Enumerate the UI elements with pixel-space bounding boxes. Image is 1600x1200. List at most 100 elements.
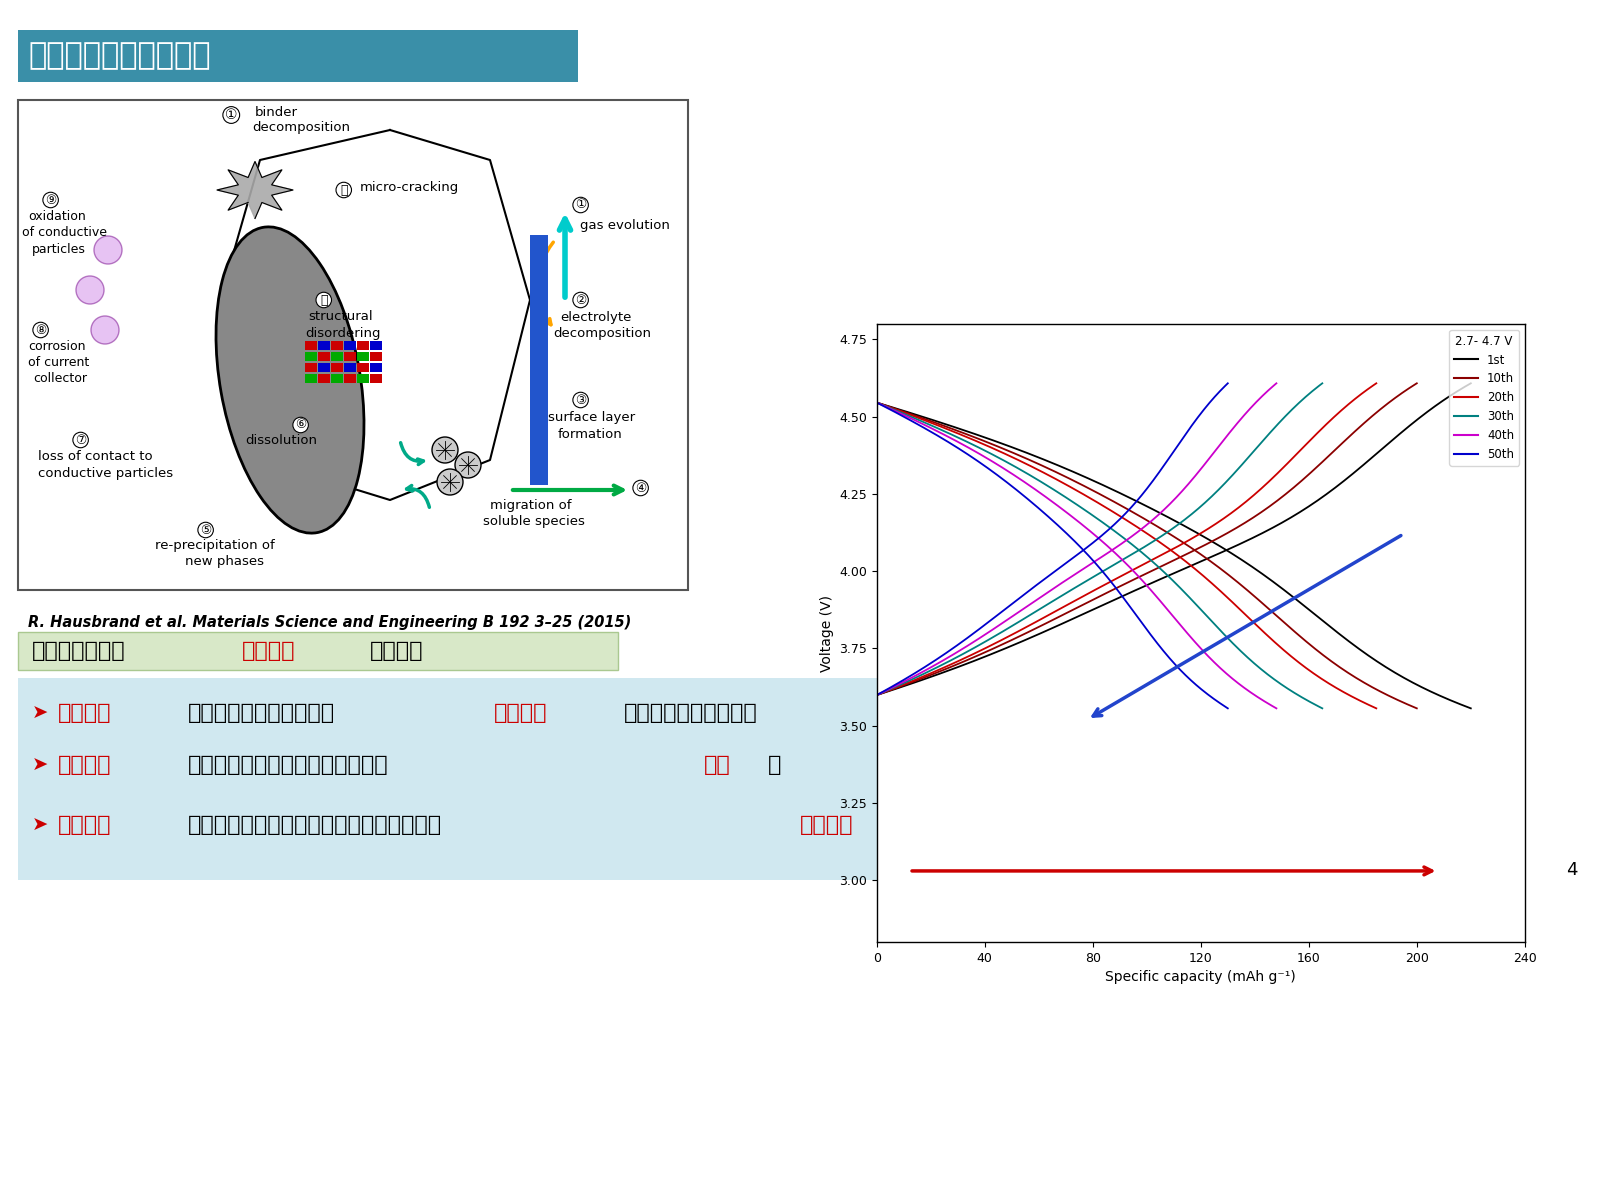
Y-axis label: Voltage (V): Voltage (V)	[819, 594, 834, 672]
10th	[1408, 376, 1427, 390]
Bar	[318, 374, 330, 383]
FancyBboxPatch shape	[18, 678, 1168, 880]
Text: corrosion: corrosion	[29, 341, 85, 354]
Text: 。: 。	[768, 755, 781, 775]
50th	[981, 613, 1000, 628]
1st	[1102, 594, 1122, 608]
Text: micro-cracking: micro-cracking	[360, 181, 459, 194]
Circle shape	[91, 316, 118, 344]
Line: 10th: 10th	[877, 383, 1418, 695]
10th	[1082, 594, 1101, 608]
Bar	[318, 362, 330, 372]
Text: 价态变化: 价态变化	[58, 703, 112, 722]
50th	[909, 664, 928, 678]
Text: 成分改变: 成分改变	[58, 755, 112, 775]
50th	[867, 688, 886, 702]
50th	[1122, 499, 1141, 514]
FancyBboxPatch shape	[18, 30, 578, 82]
Text: 相变: 相变	[704, 755, 731, 775]
40th	[915, 664, 934, 678]
1st	[1299, 499, 1318, 514]
Line: 50th: 50th	[877, 383, 1227, 695]
Bar	[331, 352, 342, 361]
40th	[1026, 594, 1045, 608]
20th	[928, 664, 947, 678]
30th	[1190, 499, 1210, 514]
20th	[1181, 532, 1200, 546]
Text: ➤: ➤	[32, 703, 48, 722]
Text: gas evolution: gas evolution	[579, 218, 670, 232]
Bar	[344, 362, 355, 372]
Text: ：引起离子活性变化，在: ：引起离子活性变化，在	[189, 703, 334, 722]
Text: migration of: migration of	[490, 498, 571, 511]
Text: structural: structural	[307, 311, 373, 324]
Text: conductive particles: conductive particles	[38, 468, 173, 480]
20th	[867, 688, 886, 702]
Legend: 1st, 10th, 20th, 30th, 40th, 50th: 1st, 10th, 20th, 30th, 40th, 50th	[1450, 330, 1518, 466]
10th	[1043, 613, 1062, 628]
Text: decomposition: decomposition	[554, 328, 651, 341]
Text: ：引起材料体积改变，引入应力应变，发生: ：引起材料体积改变，引入应力应变，发生	[189, 815, 442, 835]
Bar	[331, 374, 342, 383]
Circle shape	[94, 236, 122, 264]
1st	[867, 688, 886, 702]
Text: 表面界面: 表面界面	[494, 703, 547, 722]
Text: 高电压循环产生严重的: 高电压循环产生严重的	[1125, 563, 1266, 587]
FancyBboxPatch shape	[18, 100, 688, 590]
Text: ⑨: ⑨	[45, 193, 56, 206]
Text: ⑤: ⑤	[200, 523, 211, 536]
Ellipse shape	[216, 227, 365, 533]
Circle shape	[454, 452, 482, 478]
Circle shape	[77, 276, 104, 304]
40th	[997, 613, 1016, 628]
Text: ①: ①	[226, 108, 237, 122]
30th	[1147, 532, 1166, 546]
Bar	[357, 352, 370, 361]
Text: new phases: new phases	[186, 556, 264, 569]
20th	[1227, 502, 1246, 516]
Bar	[318, 352, 330, 361]
1st	[1061, 613, 1080, 628]
FancyBboxPatch shape	[530, 235, 547, 485]
Text: oxidation: oxidation	[29, 210, 86, 223]
30th	[1189, 502, 1208, 516]
Bar	[306, 352, 317, 361]
40th	[867, 688, 886, 702]
Text: ：晶体结构的热力学不稳定，发生: ：晶体结构的热力学不稳定，发生	[189, 755, 389, 775]
10th	[1258, 502, 1277, 516]
Text: 脱锂嵌锂: 脱锂嵌锂	[242, 641, 296, 661]
Text: ②: ②	[574, 294, 586, 306]
Bar	[318, 341, 330, 350]
Text: ④: ④	[635, 481, 646, 494]
Text: 4: 4	[1566, 862, 1578, 878]
Text: re-precipitation of: re-precipitation of	[155, 539, 275, 552]
Text: 晶格畸变: 晶格畸变	[58, 815, 112, 835]
Text: 将引起：: 将引起：	[370, 641, 424, 661]
Bar	[370, 352, 382, 361]
50th	[1088, 532, 1107, 546]
30th	[1043, 594, 1062, 608]
Bar	[357, 341, 370, 350]
1st	[1296, 502, 1315, 516]
1st	[1242, 532, 1261, 546]
40th	[1158, 499, 1178, 514]
Text: ⑫: ⑫	[320, 294, 328, 306]
Bar	[331, 341, 342, 350]
Text: 。: 。	[930, 815, 944, 835]
Bar	[306, 362, 317, 372]
20th	[1230, 499, 1250, 514]
Bar	[344, 374, 355, 383]
40th	[1267, 376, 1286, 390]
Text: 容量与电压衰减: 容量与电压衰减	[1146, 592, 1245, 616]
Text: 钴酸锂正极的失效机制: 钴酸锂正极的失效机制	[29, 42, 211, 71]
1st	[1461, 376, 1480, 390]
Text: decomposition: decomposition	[253, 121, 350, 134]
Bar	[306, 341, 317, 350]
Bar	[344, 352, 355, 361]
Text: 处发生氧化还原反应。: 处发生氧化还原反应。	[624, 703, 758, 722]
30th	[1013, 613, 1032, 628]
Text: 层状正极材料的: 层状正极材料的	[32, 641, 126, 661]
Bar	[370, 374, 382, 383]
Text: surface layer: surface layer	[547, 410, 635, 424]
Text: ➤: ➤	[32, 756, 48, 774]
